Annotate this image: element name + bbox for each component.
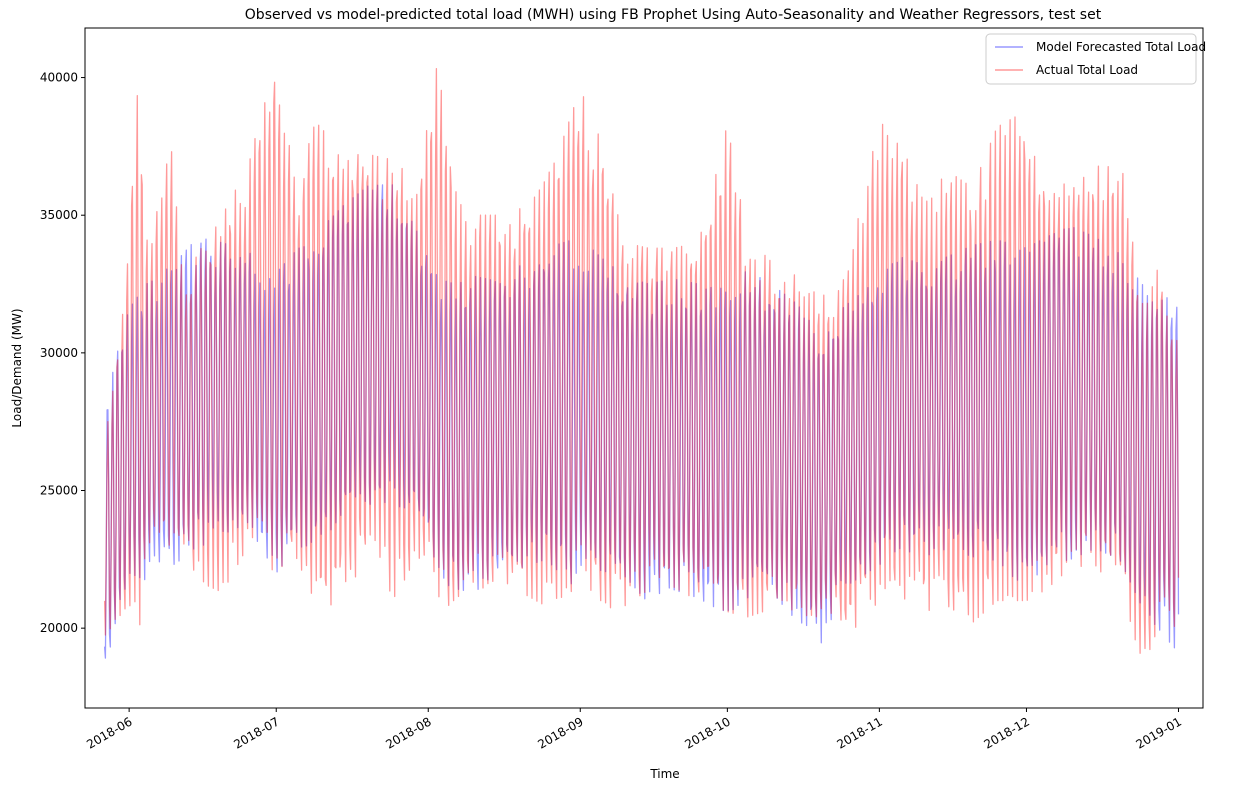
x-axis-label: Time [649,767,679,781]
plot-area [85,28,1203,708]
x-axis: 2018-06 2018-07 2018-08 2018-09 2018-10 2018-… [84,708,1184,752]
x-tick-label: 2018-11 [834,714,884,751]
x-tick-label: 2018-08 [383,714,433,751]
plot-frame [84,27,1204,709]
legend: Model Forecasted Total Load Actual Total… [985,33,1206,85]
legend-box [985,33,1197,85]
chart-title: Observed vs model-predicted total load (… [245,7,1102,23]
y-tick-label: 40000 [40,71,78,85]
forecast-series-line [103,184,1180,659]
legend-label-forecast: Model Forecasted Total Load [1036,40,1206,54]
y-tick-label: 25000 [40,484,78,498]
x-tick-label: 2018-09 [535,714,585,751]
y-tick-label: 20000 [40,621,78,635]
y-tick-label: 30000 [40,346,78,360]
actual-series-line [103,67,1180,654]
y-axis: 20000 25000 30000 35000 40000 [40,71,85,635]
x-tick-label: 2018-07 [231,714,281,751]
y-tick-label: 35000 [40,208,78,222]
x-tick-label: 2018-06 [84,714,134,751]
x-tick-label: 2018-10 [682,714,732,751]
x-tick-label: 2018-12 [982,714,1032,751]
x-tick-label: 2019-01 [1134,714,1184,751]
series-layer [103,67,1180,659]
legend-label-actual: Actual Total Load [1036,63,1138,77]
y-axis-label: Load/Demand (MW) [10,308,24,427]
